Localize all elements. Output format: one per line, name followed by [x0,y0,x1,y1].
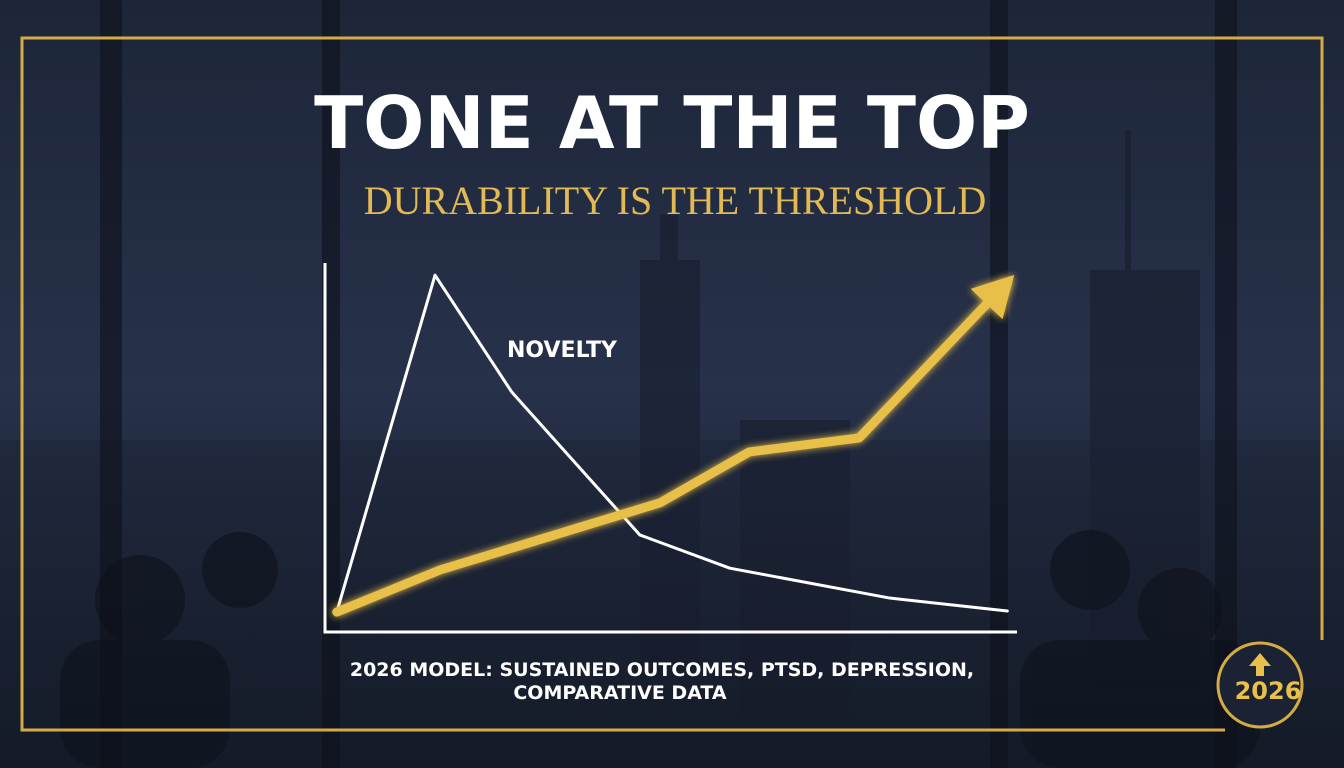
series-label: NOVELTY [507,338,618,363]
plot: NOVELTY [323,263,1017,634]
caption-line: 2026 MODEL: SUSTAINED OUTCOMES, PTSD, DE… [350,659,974,681]
subtitle: DURABILITY IS THE THRESHOLD [364,178,987,223]
badge-label: 2026 [1235,677,1302,705]
series-line [332,280,1010,617]
axes [323,263,1017,634]
caption-line: COMPARATIVE DATA [513,682,727,704]
arrow-head [970,274,1015,320]
window-mullions [100,0,1237,768]
badge [1216,641,1304,729]
title: TONE AT THE TOP [314,81,1030,165]
frame [20,36,1324,732]
series-line [335,273,1009,614]
badge-arrow [1249,653,1271,676]
